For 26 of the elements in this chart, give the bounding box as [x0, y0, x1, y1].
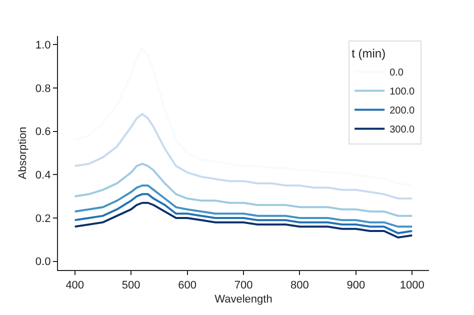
y-tick-label: 0.8 [35, 82, 51, 95]
line-series [74, 113, 414, 200]
legend-label: 300.0 [390, 124, 416, 136]
x-tick-label: 700 [234, 279, 253, 292]
x-tick-label: 900 [346, 279, 366, 292]
y-tick-label: 1.0 [35, 40, 51, 52]
x-tick-label: 500 [122, 279, 140, 292]
line-series [74, 48, 414, 186]
x-tick-label: 800 [290, 279, 309, 292]
line-series [74, 162, 414, 217]
line-series [74, 202, 414, 238]
y-tick-label: 0.0 [35, 256, 51, 268]
legend-label: 100.0 [390, 86, 416, 98]
y-tick-label: 0.2 [35, 212, 51, 225]
legend-label: 0.0 [390, 68, 404, 79]
line-series [74, 193, 414, 234]
y-axis-title: Absorption [17, 126, 30, 180]
legend-label: 200.0 [390, 106, 416, 117]
y-tick-label: 0.6 [35, 126, 51, 138]
x-tick-label: 1000 [400, 279, 424, 292]
legend-title: t (min) [352, 46, 386, 60]
line-series [74, 184, 414, 228]
y-tick-label: 0.4 [35, 170, 51, 182]
x-tick-label: 600 [178, 279, 196, 292]
x-axis-title: Wavelength [214, 294, 272, 306]
x-tick-label: 400 [66, 279, 84, 292]
